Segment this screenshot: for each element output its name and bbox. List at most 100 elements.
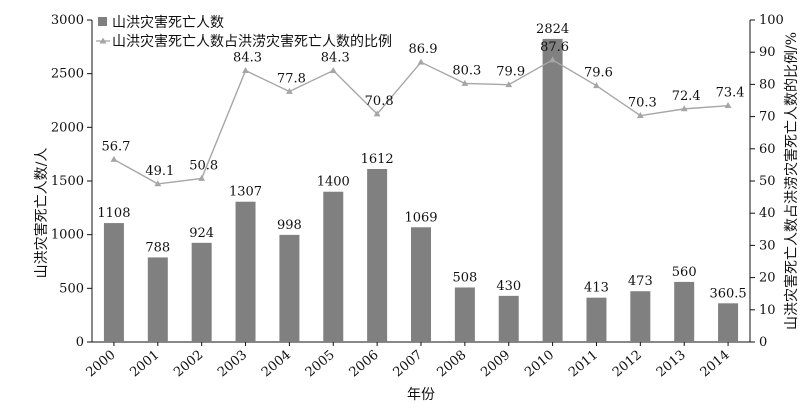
- bar-value-label: 360.5: [709, 286, 746, 301]
- y-right-tick-label: 20: [759, 271, 776, 286]
- bar-value-label: 1612: [361, 152, 394, 167]
- bar-value-label: 2824: [536, 22, 569, 37]
- y-left-ticks: 0 500 1000 1500 2000 2500 3000: [51, 13, 92, 350]
- x-ticks: 2000 2001 2002 2003 2004 2005 2006 2007 2008 2009…: [84, 342, 733, 380]
- legend-line-marker: [99, 37, 107, 44]
- line-point: [549, 56, 556, 63]
- line-value-label: 80.3: [452, 63, 481, 78]
- line-value-label: 70.3: [628, 96, 657, 111]
- y-left-tick-label: 3000: [51, 13, 84, 28]
- y-left-tick-label: 0: [76, 335, 84, 350]
- bar-value-label: 1307: [229, 185, 262, 200]
- y-right-tick-label: 40: [759, 206, 776, 221]
- x-axis-title: 年份: [407, 387, 435, 403]
- bar-value-label: 413: [584, 281, 609, 296]
- y-left-tick-label: 2500: [51, 67, 84, 82]
- x-tick-label: 2012: [610, 348, 645, 381]
- line-value-label: 77.8: [277, 71, 306, 86]
- y-right-tick-label: 70: [759, 110, 776, 125]
- y-right-tick-label: 60: [759, 142, 776, 157]
- x-tick-label: 2002: [171, 348, 206, 381]
- line-point: [680, 105, 688, 112]
- line-value-label: 86.9: [409, 42, 438, 57]
- x-tick-label: 2013: [654, 348, 689, 381]
- bar-value-label: 473: [628, 274, 653, 289]
- y-right-tick-label: 0: [759, 335, 767, 350]
- bar-series: [103, 38, 739, 343]
- line-point: [329, 66, 337, 73]
- bar: [323, 191, 344, 342]
- line-point: [417, 58, 425, 65]
- line-value-label: 84.3: [321, 51, 350, 66]
- legend: 山洪灾害死亡人数 山洪灾害死亡人数占洪涝灾害死亡人数的比例: [96, 14, 392, 50]
- bar: [147, 257, 168, 342]
- line-point: [724, 102, 732, 109]
- y-right-tick-label: 100: [759, 13, 784, 28]
- x-tick-label: 2001: [127, 348, 162, 381]
- bar-value-labels: 1108 788 924 1307 998 1400 1612 1069 508 430 2824 4…: [97, 22, 746, 301]
- y-right-tick-label: 90: [759, 45, 776, 60]
- y-right-ticks: 0 10 20 30 40 50 60 70 80 90 100: [750, 13, 784, 350]
- bar-value-label: 430: [496, 279, 521, 294]
- legend-line-label: 山洪灾害死亡人数占洪涝灾害死亡人数的比例: [112, 33, 392, 50]
- bar: [718, 303, 739, 342]
- y-left-tick-label: 2000: [51, 120, 84, 135]
- line-point: [373, 110, 381, 117]
- y-right-tick-label: 30: [759, 238, 776, 253]
- line-value-label: 84.3: [233, 51, 262, 66]
- y-right-tick-label: 10: [759, 303, 776, 318]
- bar-value-label: 560: [672, 265, 697, 280]
- bar: [279, 234, 300, 342]
- bar: [586, 297, 607, 342]
- line-point: [286, 87, 293, 94]
- line-point: [198, 174, 206, 181]
- x-tick-label: 2008: [434, 348, 469, 381]
- line-point: [593, 82, 600, 89]
- line-value-label: 87.6: [540, 40, 569, 55]
- bar: [191, 242, 212, 342]
- bar: [498, 295, 519, 342]
- y-right-tick-label: 80: [759, 77, 776, 92]
- line-point: [110, 155, 118, 162]
- x-tick-label: 2007: [391, 348, 426, 381]
- line-value-label: 79.9: [496, 65, 525, 80]
- x-tick-label: 2004: [259, 348, 294, 381]
- line-value-label: 79.6: [584, 66, 613, 81]
- line-value-label: 56.7: [101, 139, 130, 154]
- line-point: [242, 66, 249, 73]
- x-tick-label: 2010: [522, 348, 557, 381]
- bar: [367, 168, 388, 342]
- bar: [454, 287, 475, 342]
- line-series: [110, 56, 732, 187]
- y-right-tick-label: 50: [759, 174, 776, 189]
- y-left-axis-title: 山洪灾害死亡人数/人: [33, 148, 50, 279]
- line-point: [636, 112, 644, 119]
- bar: [542, 38, 563, 343]
- bar-value-label: 1069: [404, 210, 437, 225]
- line-value-label: 73.4: [716, 86, 745, 101]
- y-left-tick-label: 1000: [51, 228, 84, 243]
- bar-value-label: 924: [189, 226, 214, 241]
- line-value-label: 49.1: [145, 164, 174, 179]
- x-tick-label: 2011: [566, 348, 601, 381]
- legend-bar-label: 山洪灾害死亡人数: [112, 14, 224, 31]
- bar: [235, 201, 256, 342]
- x-tick-label: 2009: [478, 348, 513, 381]
- x-tick-label: 2000: [84, 348, 119, 381]
- bar-value-label: 998: [277, 218, 302, 233]
- line-value-labels: 56.7 49.1 50.8 84.3 77.8 84.3 70.8 86.9 80.3 79.9…: [101, 40, 744, 179]
- line-value-label: 50.8: [189, 158, 218, 173]
- y-left-tick-label: 1500: [51, 174, 84, 189]
- bar: [411, 227, 431, 342]
- x-tick-label: 2005: [303, 348, 338, 381]
- line-value-label: 72.4: [672, 89, 701, 104]
- line-point: [154, 180, 162, 187]
- bar: [103, 223, 124, 342]
- bar: [630, 291, 651, 342]
- bar-value-label: 1400: [317, 175, 350, 190]
- x-tick-label: 2014: [698, 348, 733, 381]
- y-left-tick-label: 500: [59, 281, 84, 296]
- bar: [674, 281, 695, 342]
- legend-bar-swatch: [98, 17, 107, 26]
